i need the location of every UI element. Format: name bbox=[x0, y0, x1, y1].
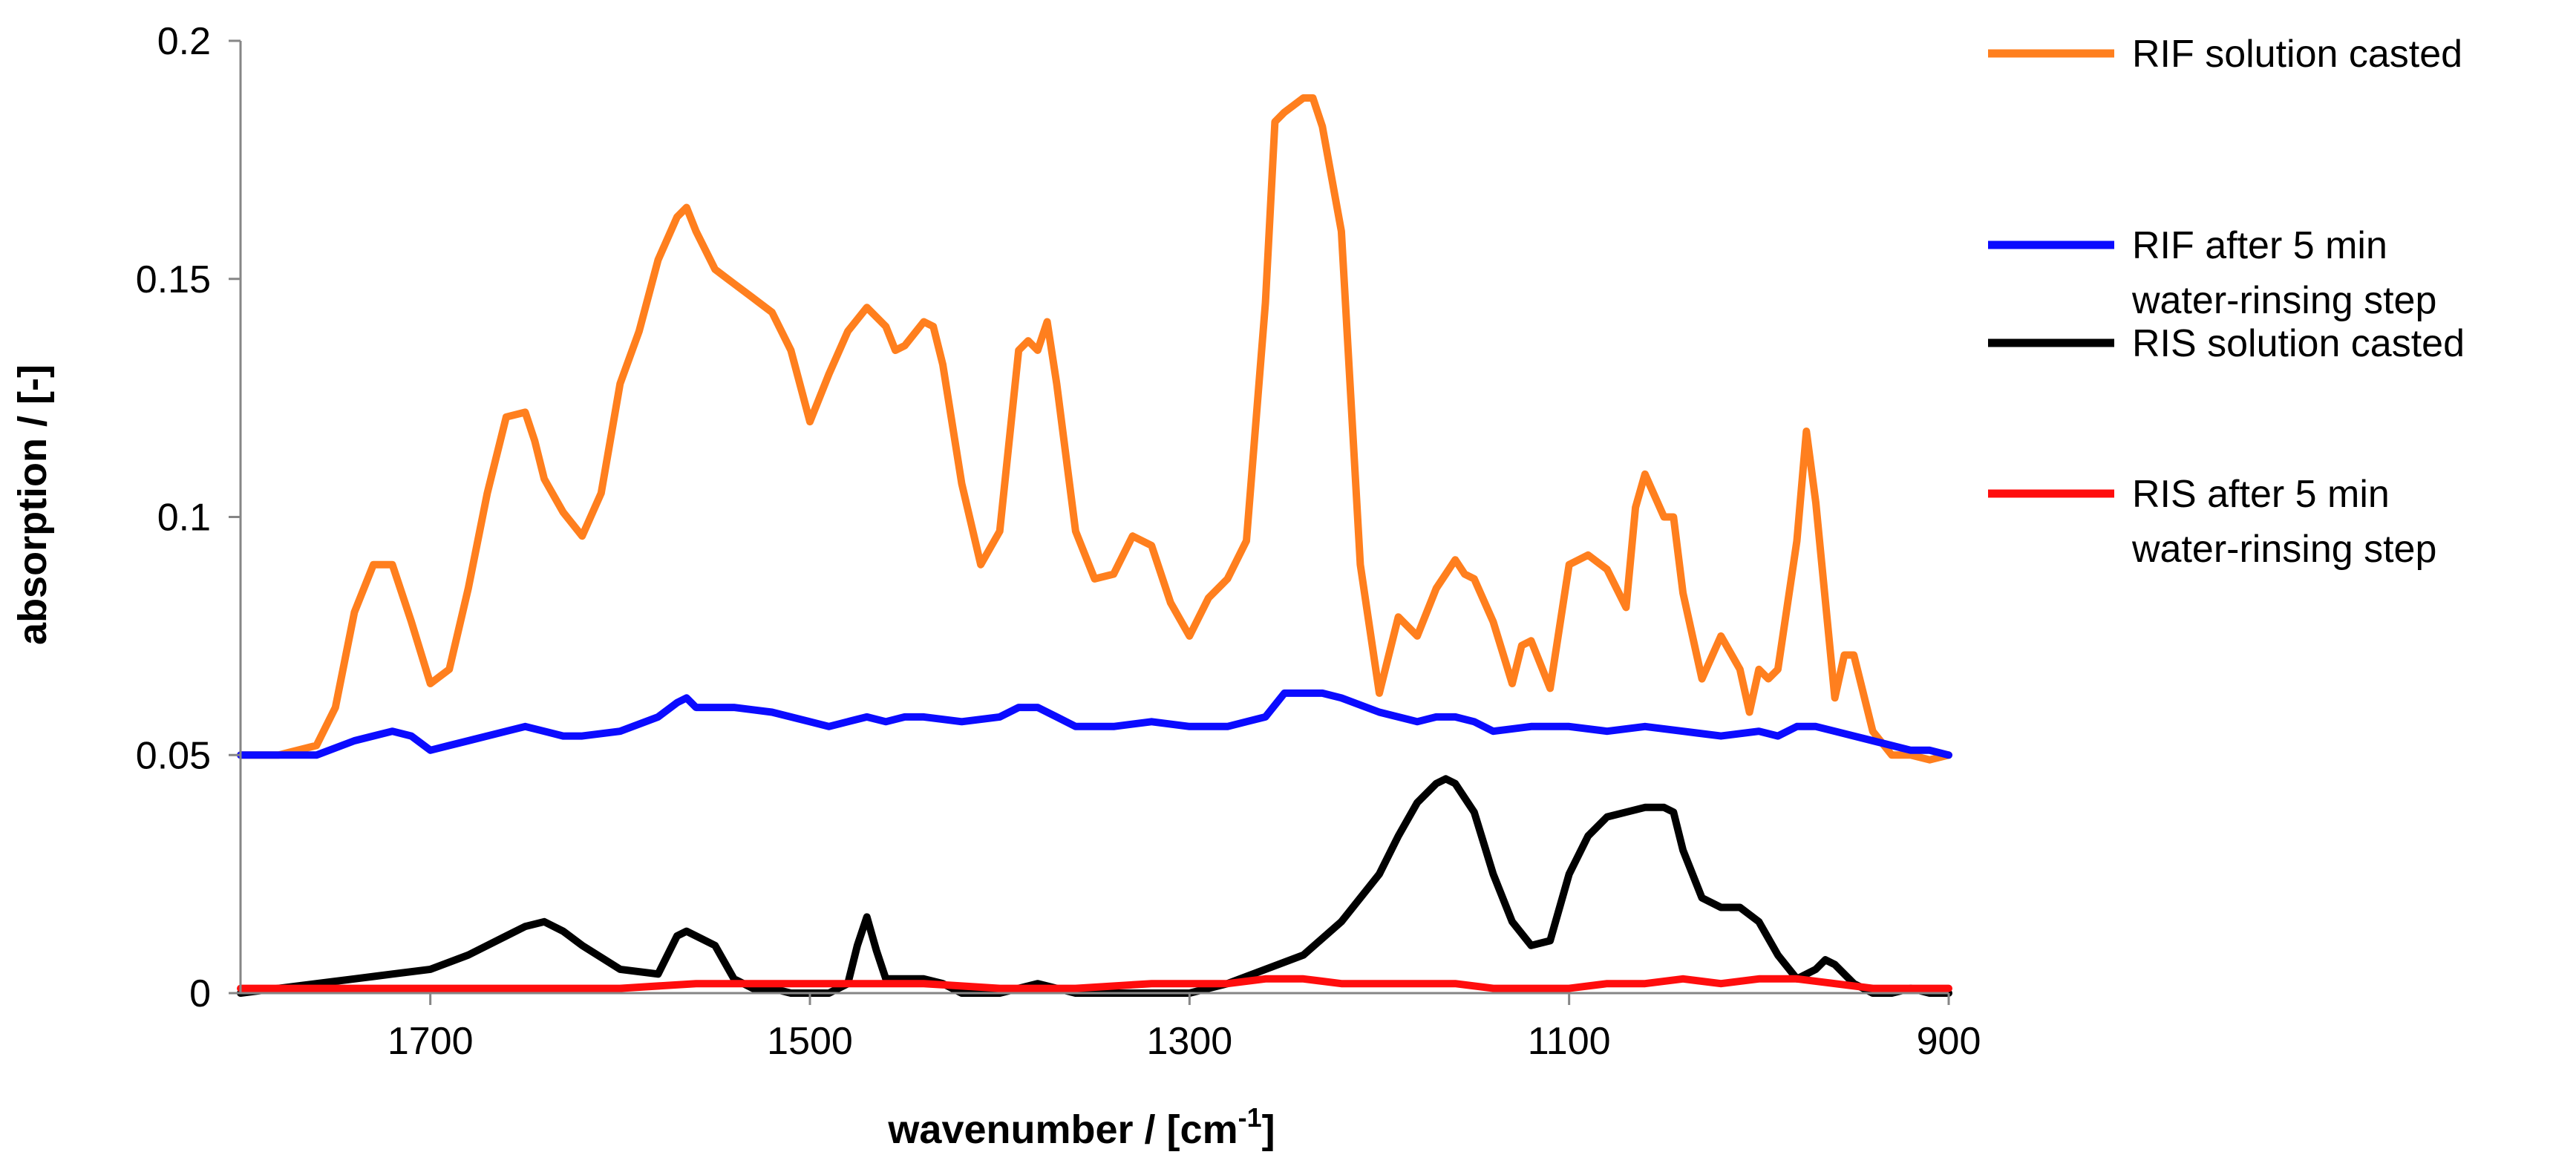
series-line-1 bbox=[237, 94, 1952, 764]
series-line-3 bbox=[237, 775, 1952, 997]
legend: RIF solution casted RIF after 5 min water-… bbox=[1988, 33, 2465, 571]
x-tick-label: 1100 bbox=[1528, 1020, 1611, 1063]
legend-label-1-line-1: RIF solution casted bbox=[2132, 33, 2462, 76]
x-axis-title: wavenumber / [cm-1] bbox=[887, 1102, 1275, 1152]
x-axis-title-main: wavenumber / [cm bbox=[887, 1107, 1238, 1152]
x-tick-label: 1700 bbox=[388, 1020, 474, 1063]
x-tick-label: 1300 bbox=[1146, 1020, 1232, 1063]
legend-label-4-line-2: water-rinsing step bbox=[2131, 528, 2436, 571]
x-ticks: 1700 1500 1300 1100 900 bbox=[388, 993, 1981, 1063]
y-tick-label: 0.05 bbox=[136, 734, 211, 777]
y-tick-label: 0.15 bbox=[136, 258, 211, 301]
x-tick-label: 900 bbox=[1917, 1020, 1981, 1063]
y-ticks: 0 0.05 0.1 0.15 0.2 bbox=[136, 20, 241, 1015]
y-tick-label: 0 bbox=[189, 972, 211, 1015]
series-line-2 bbox=[237, 689, 1952, 759]
y-tick-label: 0.2 bbox=[157, 20, 211, 63]
x-axis-title-sup: -1 bbox=[1238, 1102, 1262, 1133]
x-axis-title-end: ] bbox=[1262, 1107, 1275, 1152]
legend-label-2-line-2: water-rinsing step bbox=[2131, 279, 2436, 322]
x-tick-label: 1500 bbox=[767, 1020, 853, 1063]
legend-label-4-line-1: RIS after 5 min bbox=[2132, 473, 2390, 516]
y-tick-label: 0.1 bbox=[157, 497, 211, 540]
plot-lines bbox=[237, 94, 1952, 997]
y-axis-title: absorption / [-] bbox=[10, 364, 55, 645]
legend-label-2-line-1: RIF after 5 min bbox=[2132, 224, 2387, 267]
series-line-4 bbox=[237, 975, 1952, 992]
legend-label-3-line-1: RIS solution casted bbox=[2132, 322, 2465, 365]
